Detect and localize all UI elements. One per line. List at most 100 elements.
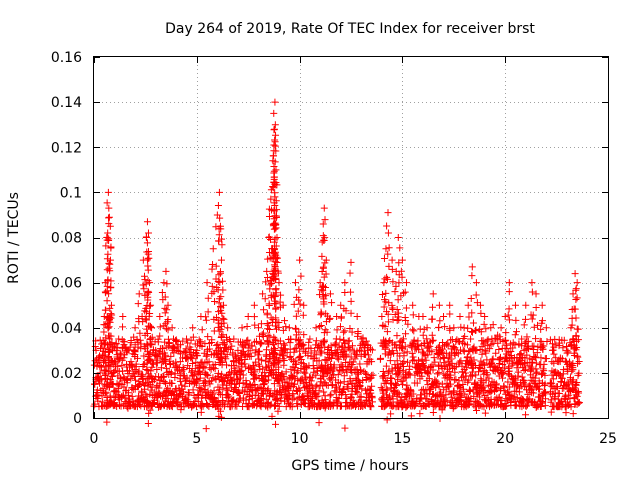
data-point	[270, 360, 278, 368]
data-point	[316, 344, 324, 352]
data-point	[321, 366, 329, 374]
data-point	[163, 306, 171, 314]
data-point	[490, 362, 498, 370]
data-point	[245, 363, 253, 371]
data-point	[148, 324, 156, 332]
data-point	[223, 385, 231, 393]
data-point	[266, 355, 274, 363]
data-point	[430, 354, 438, 362]
data-point	[517, 398, 525, 406]
data-point	[470, 356, 478, 364]
data-point	[255, 347, 263, 355]
data-point	[393, 357, 401, 365]
data-point	[110, 369, 118, 377]
data-point	[174, 394, 182, 402]
data-point	[251, 321, 259, 329]
data-point	[299, 360, 307, 368]
data-point	[527, 376, 535, 384]
data-point	[481, 367, 489, 375]
data-point	[183, 335, 191, 343]
data-point	[275, 387, 283, 395]
data-point	[172, 362, 180, 370]
data-point	[216, 268, 224, 276]
data-point	[463, 354, 471, 362]
data-point	[264, 321, 272, 329]
x-tick-label: 25	[599, 431, 617, 447]
data-point	[193, 346, 201, 354]
data-point	[125, 367, 133, 375]
data-point	[352, 387, 360, 395]
data-point	[210, 288, 218, 296]
data-point	[159, 373, 167, 381]
data-point	[326, 290, 334, 298]
data-point	[217, 306, 225, 314]
data-point	[399, 335, 407, 343]
data-point	[487, 388, 495, 396]
data-point	[383, 386, 391, 394]
data-point	[353, 312, 361, 320]
data-point	[168, 344, 176, 352]
data-point	[277, 291, 285, 299]
data-point	[550, 359, 558, 367]
data-point	[504, 378, 512, 386]
data-point	[269, 370, 277, 378]
data-point	[230, 396, 238, 404]
data-point	[333, 326, 341, 334]
data-point	[164, 326, 172, 334]
data-point	[522, 301, 530, 309]
data-point	[297, 377, 305, 385]
data-point	[273, 234, 281, 241]
data-point	[536, 385, 544, 393]
data-point	[503, 341, 511, 349]
data-point	[183, 374, 191, 382]
data-point	[336, 363, 344, 371]
x-tick-labels: 0 5 10 15 20 25	[90, 431, 617, 447]
data-point	[104, 229, 112, 237]
data-point	[380, 303, 388, 311]
data-point	[376, 355, 384, 363]
data-point	[219, 314, 227, 322]
data-point	[524, 401, 532, 409]
data-point	[229, 351, 237, 359]
data-point	[420, 350, 428, 358]
data-point	[165, 339, 173, 347]
data-point	[392, 341, 400, 349]
data-point	[473, 388, 481, 396]
data-point	[95, 379, 103, 387]
data-point	[532, 383, 540, 391]
data-point	[300, 301, 308, 309]
data-point	[143, 329, 151, 337]
data-point	[272, 221, 280, 229]
data-point	[362, 369, 370, 377]
data-point	[222, 355, 230, 363]
data-point	[208, 282, 216, 290]
data-point	[301, 375, 309, 383]
data-point	[271, 276, 279, 284]
data-point	[271, 180, 279, 188]
data-point	[105, 401, 113, 409]
data-point	[461, 376, 469, 384]
data-point	[105, 290, 113, 298]
data-point	[249, 382, 257, 390]
data-point	[128, 384, 136, 392]
data-point	[364, 351, 372, 359]
data-point	[479, 388, 487, 396]
data-point	[440, 353, 448, 361]
data-point	[529, 377, 537, 385]
data-point	[169, 399, 177, 407]
data-point	[146, 406, 154, 414]
data-point	[399, 344, 407, 352]
data-point	[520, 366, 528, 374]
data-point	[142, 304, 150, 312]
x-tick-label: 20	[496, 431, 514, 447]
data-point	[106, 256, 114, 264]
data-point	[395, 371, 403, 379]
data-point	[449, 404, 457, 412]
data-point	[318, 252, 326, 260]
data-point	[143, 239, 151, 247]
data-point	[219, 377, 227, 385]
data-point	[573, 325, 581, 333]
data-point	[230, 364, 238, 372]
data-point	[385, 244, 393, 252]
data-point	[530, 342, 538, 350]
